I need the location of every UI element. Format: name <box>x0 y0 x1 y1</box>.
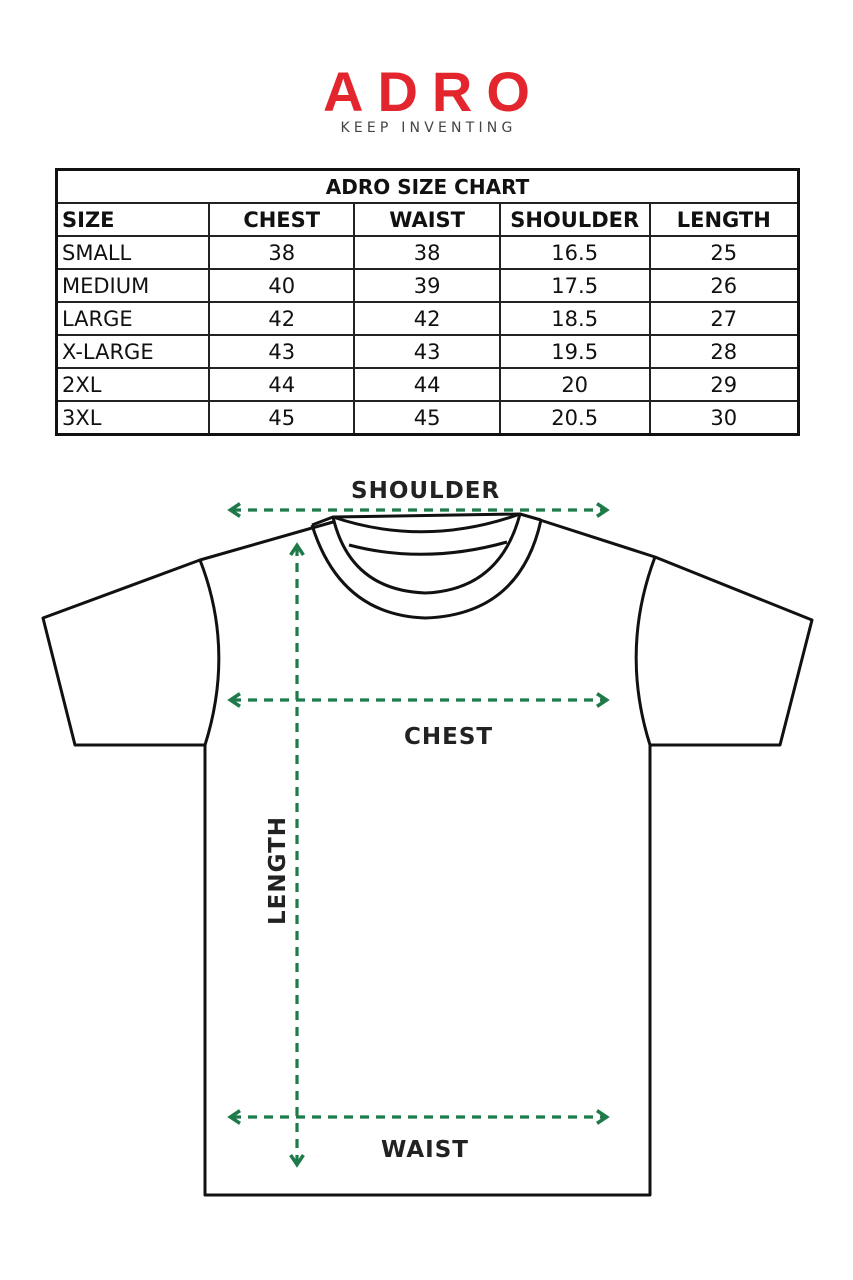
measurement-cell: 20 <box>498 367 651 402</box>
measurement-cell: 43 <box>207 334 356 369</box>
logo-wordmark: ADRO <box>323 60 544 123</box>
measurement-cell: 19.5 <box>498 334 651 369</box>
measurement-cell: 29 <box>648 367 800 402</box>
brand-logo: ADRO KEEP INVENTING <box>0 60 853 137</box>
column-header-size: SIZE <box>55 202 210 237</box>
waist-label: WAIST <box>381 1137 469 1163</box>
size-cell: 2XL <box>55 367 210 402</box>
measurement-cell: 40 <box>207 268 356 303</box>
size-cell: X-LARGE <box>55 334 210 369</box>
measurement-cell: 42 <box>353 301 501 336</box>
measurement-cell: 20.5 <box>498 400 651 436</box>
size-cell: MEDIUM <box>55 268 210 303</box>
measurement-arrows <box>227 502 610 1168</box>
measurement-cell: 27 <box>648 301 800 336</box>
measurement-cell: 17.5 <box>498 268 651 303</box>
measurement-cell: 45 <box>353 400 501 436</box>
measurement-cell: 38 <box>353 235 501 270</box>
logo-tagline: KEEP INVENTING <box>340 120 517 136</box>
tshirt-outline <box>41 512 814 1197</box>
measurement-cell: 38 <box>207 235 356 270</box>
measurement-cell: 30 <box>648 400 800 436</box>
table-row: 3XL 45 45 20.5 30 <box>55 400 800 436</box>
size-chart-table: ADRO SIZE CHART SIZE CHEST WAIST SHOULDER LE… <box>55 168 800 436</box>
measurement-cell: 39 <box>353 268 501 303</box>
measurement-cell: 25 <box>648 235 800 270</box>
column-header-waist: WAIST <box>353 202 501 237</box>
table-row: 2XL 44 44 20 29 <box>55 367 800 402</box>
column-header-shoulder: SHOULDER <box>498 202 651 237</box>
size-cell: SMALL <box>55 235 210 270</box>
measurement-cell: 43 <box>353 334 501 369</box>
table-row: X-LARGE 43 43 19.5 28 <box>55 334 800 369</box>
length-label: LENGTH <box>265 815 291 925</box>
shoulder-label: SHOULDER <box>351 478 501 504</box>
chest-label: CHEST <box>404 724 494 750</box>
column-header-chest: CHEST <box>207 202 356 237</box>
measurement-cell: 44 <box>353 367 501 402</box>
measurement-cell: 45 <box>207 400 356 436</box>
table-header-row: SIZE CHEST WAIST SHOULDER LENGTH <box>55 202 800 237</box>
size-cell: LARGE <box>55 301 210 336</box>
table-title: ADRO SIZE CHART <box>55 168 800 204</box>
measurement-cell: 44 <box>207 367 356 402</box>
measurement-cell: 18.5 <box>498 301 651 336</box>
table-row: SMALL 38 38 16.5 25 <box>55 235 800 270</box>
table-row: MEDIUM 40 39 17.5 26 <box>55 268 800 303</box>
measurement-cell: 28 <box>648 334 800 369</box>
column-header-length: LENGTH <box>648 202 800 237</box>
measurement-cell: 26 <box>648 268 800 303</box>
table-row: LARGE 42 42 18.5 27 <box>55 301 800 336</box>
size-cell: 3XL <box>55 400 210 436</box>
measurement-cell: 42 <box>207 301 356 336</box>
measurement-cell: 16.5 <box>498 235 651 270</box>
